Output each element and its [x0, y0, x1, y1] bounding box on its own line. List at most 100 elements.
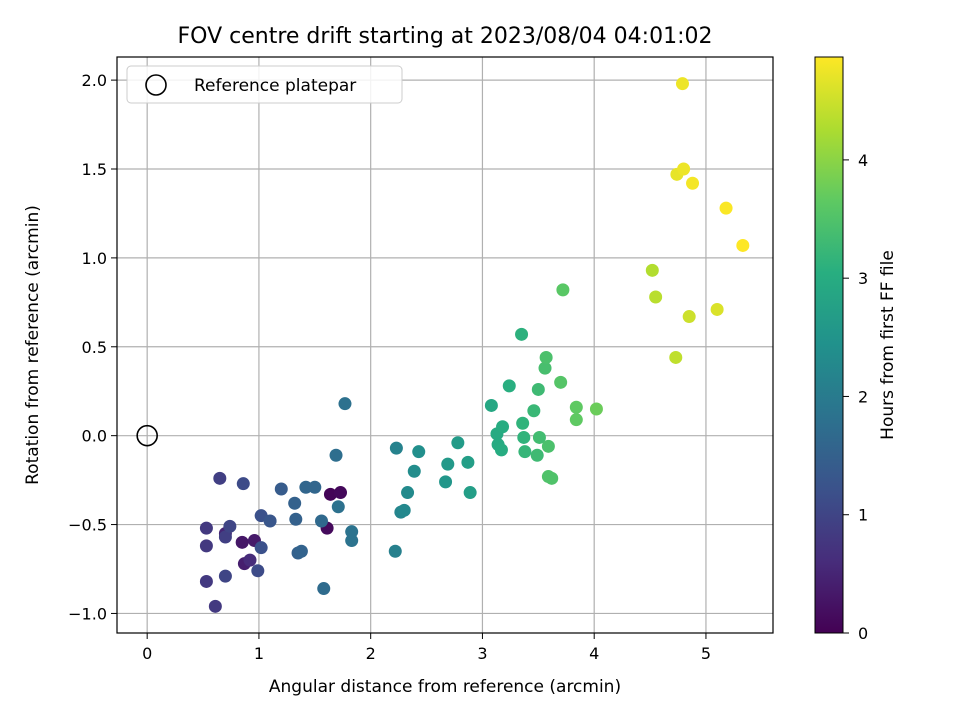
data-point	[736, 238, 750, 252]
data-point	[345, 534, 359, 548]
data-point	[530, 448, 544, 462]
colorbar: 0 1 2 3 4 Hours from first FF file	[814, 56, 898, 643]
colorbar-tick-label: 0	[858, 624, 868, 643]
data-point	[502, 379, 516, 393]
data-point	[199, 521, 213, 535]
colorbar-tick-label: 1	[858, 506, 868, 525]
x-tick-label: 4	[589, 644, 599, 663]
data-point	[338, 397, 352, 411]
y-tick-label: −1.0	[68, 604, 107, 623]
data-point	[263, 514, 277, 528]
data-point	[451, 436, 465, 450]
data-point	[412, 445, 426, 459]
data-point	[308, 480, 322, 494]
data-point	[515, 327, 529, 341]
legend-label-reference: Reference platepar	[194, 76, 356, 96]
data-point	[496, 420, 510, 434]
data-point	[251, 564, 265, 578]
data-point	[236, 477, 250, 491]
data-point	[516, 416, 530, 430]
data-point	[441, 457, 455, 471]
data-point	[288, 496, 302, 510]
reference-platepar-marker	[136, 424, 158, 447]
x-tick-label: 0	[142, 644, 152, 663]
data-point	[569, 413, 583, 427]
data-point	[518, 445, 532, 459]
chart-title: FOV centre drift starting at 2023/08/04 …	[178, 24, 713, 49]
data-point	[484, 398, 498, 412]
data-point	[677, 162, 691, 176]
legend-box	[126, 65, 403, 104]
data-point	[538, 361, 552, 375]
legend: Reference platepar	[126, 65, 403, 104]
data-point	[649, 290, 663, 304]
data-point	[388, 544, 402, 558]
grid-lines	[117, 57, 773, 633]
data-point	[517, 430, 531, 444]
data-point	[289, 512, 303, 526]
x-axis-ticks: 0 1 2 3 4 5	[142, 633, 711, 663]
data-point	[345, 525, 359, 539]
data-point	[213, 471, 227, 485]
data-point	[331, 500, 345, 514]
data-point	[401, 486, 415, 500]
data-point	[675, 77, 689, 91]
data-point	[315, 514, 329, 528]
data-point	[545, 471, 559, 485]
data-point	[719, 201, 733, 215]
colorbar-ticks: 0 1 2 3 4	[843, 151, 868, 643]
y-tick-label: 1.0	[82, 249, 107, 268]
x-axis-label: Angular distance from reference (arcmin)	[269, 677, 621, 697]
data-point	[299, 480, 313, 494]
data-point	[531, 382, 545, 396]
data-point	[407, 464, 421, 478]
data-point	[389, 441, 403, 455]
colorbar-gradient	[814, 56, 844, 634]
data-point	[218, 569, 232, 583]
data-point	[274, 482, 288, 496]
data-point	[235, 535, 249, 549]
data-point	[556, 283, 570, 297]
data-point	[243, 553, 257, 567]
data-point	[541, 439, 555, 453]
data-point	[686, 176, 700, 190]
data-point	[199, 574, 213, 588]
x-tick-label: 3	[477, 644, 487, 663]
data-point	[527, 404, 541, 418]
data-point	[461, 455, 475, 469]
data-point	[463, 486, 477, 500]
colorbar-tick-label: 2	[858, 387, 868, 406]
data-point	[397, 503, 411, 517]
y-tick-label: 2.0	[82, 71, 107, 90]
data-point	[569, 400, 583, 414]
data-point	[645, 263, 659, 277]
y-tick-label: −0.5	[68, 516, 107, 535]
data-point	[494, 443, 508, 457]
data-point	[223, 519, 237, 533]
data-point	[334, 486, 348, 500]
data-point	[439, 475, 453, 489]
colorbar-tick-label: 4	[858, 151, 868, 170]
data-point	[323, 487, 337, 501]
y-tick-label: 0.5	[82, 338, 107, 357]
data-point	[254, 541, 268, 555]
y-tick-label: 0.0	[82, 427, 107, 446]
y-tick-label: 1.5	[82, 160, 107, 179]
y-axis-ticks: −1.0 −0.5 0.0 0.5 1.0 1.5 2.0	[68, 71, 117, 623]
data-point	[317, 582, 331, 596]
data-point	[329, 448, 343, 462]
data-point	[294, 544, 308, 558]
y-axis-label: Rotation from reference (arcmin)	[23, 205, 43, 485]
x-tick-label: 1	[254, 644, 264, 663]
x-tick-label: 5	[701, 644, 711, 663]
data-point	[669, 350, 683, 364]
data-point	[682, 310, 696, 324]
data-point	[554, 375, 568, 389]
data-point	[532, 430, 546, 444]
colorbar-label: Hours from first FF file	[878, 250, 898, 440]
data-point	[199, 539, 213, 553]
colorbar-tick-label: 3	[858, 269, 868, 288]
legend-marker-reference	[145, 74, 167, 96]
x-tick-label: 2	[366, 644, 376, 663]
